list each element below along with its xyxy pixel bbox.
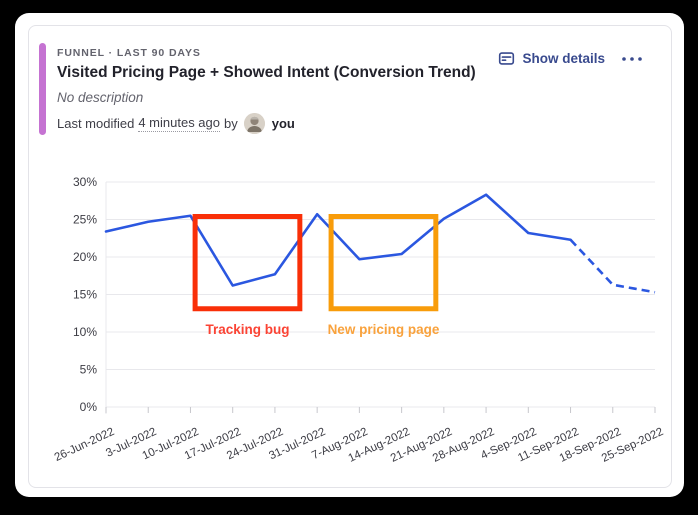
modified-time: 4 minutes ago [138, 114, 220, 132]
trend-line-solid[interactable] [104, 193, 572, 287]
annotation-box [328, 214, 439, 312]
annotation-box [192, 214, 303, 312]
y-tick-label: 15% [73, 288, 97, 302]
y-tick-label: 0% [80, 400, 98, 414]
accent-bar [39, 43, 46, 135]
user-avatar-photo [243, 112, 265, 134]
show-details-button[interactable]: Show details [498, 50, 605, 67]
modified-user: you [271, 115, 295, 131]
trend-line-dashed[interactable] [569, 238, 656, 294]
insight-description: No description [57, 90, 144, 105]
header-controls: Show details [498, 50, 643, 67]
modified-by: by [224, 115, 238, 131]
details-card-icon [498, 50, 515, 67]
y-tick-label: 10% [73, 325, 97, 339]
x-tick-label: 26-Jun-2022 [53, 426, 117, 464]
y-tick-label: 20% [73, 250, 97, 264]
y-tick-label: 30% [73, 175, 97, 189]
show-details-label: Show details [522, 51, 605, 66]
modified-prefix: Last modified [57, 115, 135, 131]
annotation-label: New pricing page [328, 322, 440, 337]
insight-kicker: FUNNEL · LAST 90 DAYS [57, 47, 201, 59]
more-menu-button[interactable] [621, 52, 643, 66]
user-avatar [243, 112, 265, 134]
last-modified-row: Last modified 4 minutes ago by you [57, 112, 295, 134]
annotation-label: Tracking bug [205, 322, 289, 337]
y-tick-label: 25% [73, 213, 97, 227]
insight-title: Visited Pricing Page + Showed Intent (Co… [57, 64, 476, 81]
y-tick-label: 5% [80, 363, 98, 377]
more-ellipsis-icon [622, 56, 642, 61]
